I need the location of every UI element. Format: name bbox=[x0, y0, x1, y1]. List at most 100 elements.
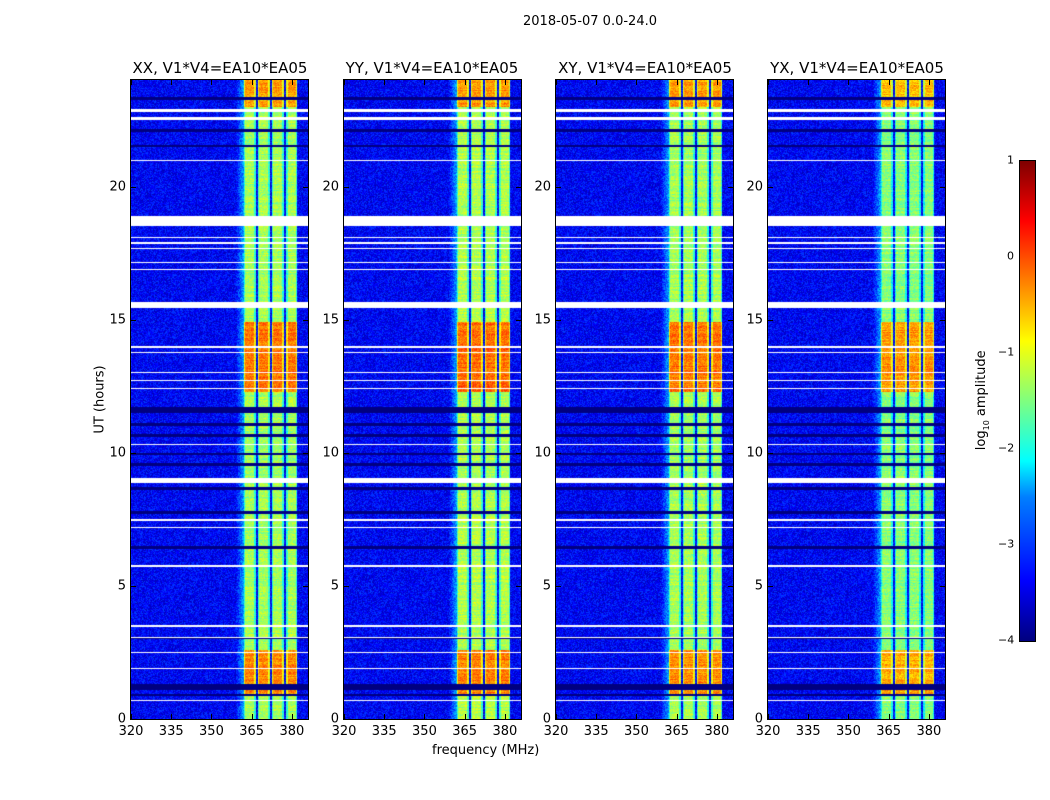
x-tick-mark bbox=[848, 714, 850, 719]
colorbar-label-main: log bbox=[974, 430, 990, 451]
x-tick-mark bbox=[504, 80, 506, 85]
heatmap-xx bbox=[131, 80, 308, 719]
y-tick-mark bbox=[768, 452, 773, 454]
y-tick-mark bbox=[303, 719, 308, 720]
x-tick-label: 320 bbox=[543, 724, 569, 739]
x-tick-label: 380 bbox=[279, 724, 305, 739]
y-tick-mark bbox=[728, 719, 733, 720]
x-tick-mark bbox=[676, 80, 678, 85]
x-tick-mark bbox=[251, 80, 253, 85]
x-tick-label: 320 bbox=[118, 724, 144, 739]
x-tick-mark bbox=[808, 714, 810, 719]
panel-xx bbox=[130, 79, 309, 720]
x-tick-mark bbox=[716, 714, 718, 719]
colorbar-tick-label: −4 bbox=[998, 633, 1015, 647]
y-tick-mark bbox=[728, 452, 733, 454]
y-tick-mark bbox=[131, 186, 136, 188]
x-tick-label: 335 bbox=[795, 724, 821, 739]
figure-title: 2018-05-07 0.0-24.0 bbox=[523, 14, 657, 29]
y-tick-label: 15 bbox=[109, 312, 126, 328]
x-axis-label: frequency (MHz) bbox=[432, 743, 540, 758]
panel-yx bbox=[767, 79, 946, 720]
x-tick-mark bbox=[768, 714, 769, 719]
y-tick-mark bbox=[303, 319, 308, 321]
y-tick-label: 0 bbox=[117, 711, 126, 727]
y-tick-mark bbox=[940, 719, 945, 720]
x-tick-mark bbox=[556, 80, 557, 85]
panel-xy bbox=[555, 79, 734, 720]
x-tick-mark bbox=[211, 80, 213, 85]
y-tick-label: 15 bbox=[322, 312, 339, 328]
y-tick-label: 0 bbox=[330, 711, 339, 727]
x-tick-mark bbox=[251, 714, 253, 719]
colorbar bbox=[1019, 160, 1036, 642]
y-tick-label: 10 bbox=[746, 445, 763, 461]
colorbar-label-sub: 10 bbox=[981, 420, 991, 431]
x-tick-mark bbox=[636, 714, 638, 719]
x-tick-mark bbox=[596, 80, 598, 85]
y-tick-label: 5 bbox=[330, 578, 339, 594]
y-tick-mark bbox=[768, 186, 773, 188]
y-tick-mark bbox=[768, 719, 773, 720]
y-tick-mark bbox=[728, 319, 733, 321]
y-tick-mark bbox=[131, 452, 136, 454]
y-axis-label: UT (hours) bbox=[92, 365, 108, 434]
x-tick-mark bbox=[384, 80, 386, 85]
heatmap-yy bbox=[344, 80, 521, 719]
x-tick-label: 320 bbox=[755, 724, 781, 739]
x-tick-mark bbox=[464, 714, 466, 719]
y-tick-mark bbox=[131, 319, 136, 321]
y-tick-mark bbox=[344, 452, 349, 454]
x-tick-label: 380 bbox=[916, 724, 942, 739]
colorbar-label-rest: amplitude bbox=[974, 350, 990, 421]
y-tick-mark bbox=[516, 452, 521, 454]
y-tick-label: 10 bbox=[322, 445, 339, 461]
y-tick-mark bbox=[728, 186, 733, 188]
x-tick-label: 350 bbox=[412, 724, 437, 739]
panel-title-yx: YX, V1*V4=EA10*EA05 bbox=[770, 59, 944, 77]
x-tick-mark bbox=[768, 80, 769, 85]
colorbar-tick-label: −2 bbox=[998, 441, 1015, 455]
y-tick-mark bbox=[344, 585, 349, 587]
x-tick-mark bbox=[636, 80, 638, 85]
y-tick-mark bbox=[303, 452, 308, 454]
x-tick-mark bbox=[211, 714, 213, 719]
x-tick-label: 365 bbox=[452, 724, 478, 739]
x-tick-mark bbox=[291, 714, 293, 719]
y-tick-label: 15 bbox=[534, 312, 551, 328]
x-tick-mark bbox=[716, 80, 718, 85]
y-tick-mark bbox=[940, 452, 945, 454]
x-tick-mark bbox=[556, 714, 557, 719]
y-tick-mark bbox=[768, 585, 773, 587]
x-tick-mark bbox=[424, 80, 426, 85]
x-tick-label: 380 bbox=[704, 724, 730, 739]
y-tick-label: 5 bbox=[754, 578, 763, 594]
x-tick-mark bbox=[848, 80, 850, 85]
x-tick-mark bbox=[888, 80, 890, 85]
y-tick-label: 0 bbox=[542, 711, 551, 727]
x-tick-mark bbox=[171, 80, 173, 85]
y-tick-mark bbox=[556, 719, 561, 720]
y-tick-mark bbox=[556, 452, 561, 454]
y-tick-mark bbox=[768, 319, 773, 321]
y-tick-mark bbox=[344, 719, 349, 720]
x-tick-mark bbox=[808, 80, 810, 85]
y-tick-label: 20 bbox=[746, 179, 763, 194]
x-tick-mark bbox=[676, 714, 678, 719]
y-tick-mark bbox=[131, 719, 136, 720]
y-tick-mark bbox=[344, 319, 349, 321]
x-tick-mark bbox=[131, 714, 132, 719]
y-tick-mark bbox=[516, 719, 521, 720]
y-tick-mark bbox=[131, 585, 136, 587]
heatmap-xy bbox=[556, 80, 733, 719]
y-tick-mark bbox=[303, 186, 308, 188]
y-tick-mark bbox=[940, 186, 945, 188]
y-tick-label: 20 bbox=[322, 179, 339, 194]
y-tick-mark bbox=[303, 585, 308, 587]
y-tick-mark bbox=[516, 186, 521, 188]
x-tick-mark bbox=[504, 714, 506, 719]
panel-yy bbox=[343, 79, 522, 720]
x-tick-label: 365 bbox=[239, 724, 265, 739]
y-tick-label: 10 bbox=[534, 445, 551, 461]
